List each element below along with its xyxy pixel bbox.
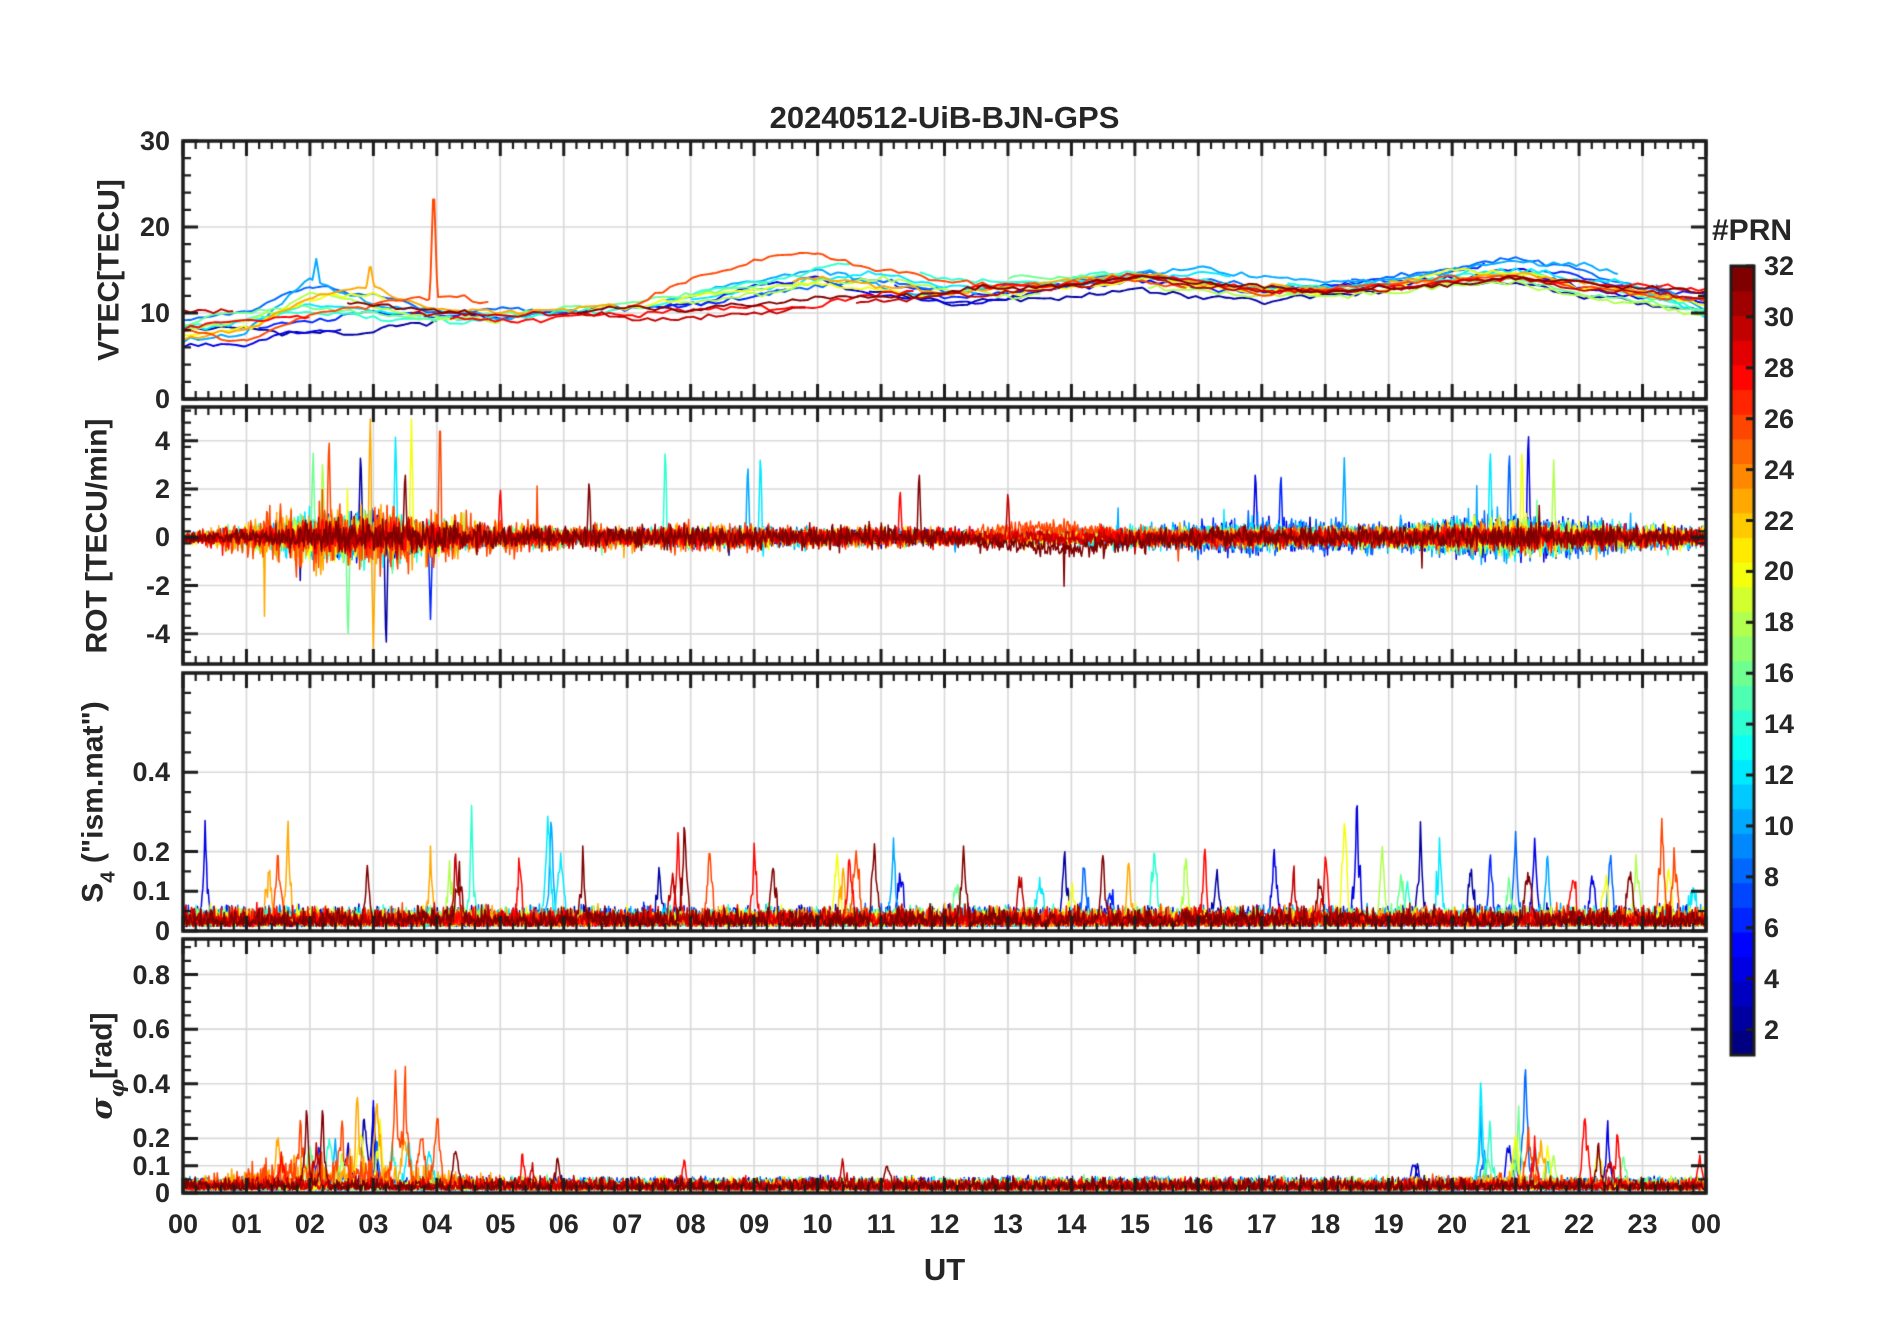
x-tick-label: 19 — [1373, 1209, 1404, 1239]
x-tick-label: 13 — [992, 1209, 1023, 1239]
x-tick-label: 06 — [548, 1209, 579, 1239]
x-tick-label: 23 — [1627, 1209, 1658, 1239]
colorbar-tick-label: 18 — [1764, 607, 1795, 638]
x-tick-label: 03 — [358, 1209, 389, 1239]
x-tick-label: 14 — [1056, 1209, 1087, 1239]
ylabel-text: σ — [84, 1097, 120, 1120]
x-tick-label: 04 — [421, 1209, 452, 1239]
y-tick-label: -2 — [145, 570, 170, 601]
colorbar-tick-label: 28 — [1764, 352, 1795, 383]
y-tick-label: 0.4 — [132, 757, 170, 788]
colorbar-tick-label: 8 — [1764, 861, 1780, 892]
y-tick-label: 0 — [154, 1178, 170, 1208]
colorbar-tick-label: 16 — [1764, 658, 1795, 689]
x-tick-label: 22 — [1564, 1209, 1595, 1239]
y-tick-label: 0.2 — [132, 1123, 170, 1154]
y-tick-label: 0.8 — [132, 959, 170, 990]
colorbar-tick-label: 10 — [1764, 810, 1795, 841]
colorbar-title: #PRN — [1712, 214, 1793, 247]
y-tick-label: 0.2 — [132, 836, 170, 867]
chart-title: 20240512-UiB-BJN-GPS — [769, 100, 1120, 135]
x-tick-label: 12 — [929, 1209, 960, 1239]
x-tick-label: 17 — [1246, 1209, 1277, 1239]
colorbar-tick-label: 20 — [1764, 556, 1795, 587]
x-tick-label: 11 — [866, 1209, 896, 1239]
colorbar-tick-label: 26 — [1764, 403, 1795, 434]
x-tick-label: 07 — [612, 1209, 643, 1239]
y-tick-label: 0.4 — [132, 1068, 170, 1099]
colorbar-tick-label: 22 — [1764, 505, 1795, 536]
x-tick-label: 08 — [675, 1209, 706, 1239]
x-tick-label: 16 — [1183, 1209, 1214, 1239]
y-tick-label: 10 — [139, 298, 170, 328]
xlabel-ut: UT — [923, 1252, 966, 1287]
colorbar-tick-label: 6 — [1764, 912, 1780, 943]
y-tick-label: 4 — [154, 425, 170, 456]
y-tick-label: 0 — [154, 384, 170, 414]
x-tick-label: 18 — [1310, 1209, 1341, 1239]
x-tick-label: 00 — [167, 1209, 199, 1239]
y-tick-label: 0.6 — [132, 1014, 170, 1045]
colorbar-tick-label: 2 — [1764, 1014, 1780, 1045]
x-tick-label: 09 — [739, 1209, 770, 1239]
colorbar-tick-label: 32 — [1764, 251, 1795, 281]
y-tick-label: 0.1 — [132, 876, 170, 907]
y-tick-label: 30 — [139, 126, 170, 156]
x-tick-label: 05 — [485, 1209, 516, 1239]
ylabel-text: VTEC[TECU] — [92, 179, 126, 361]
x-tick-label: 20 — [1437, 1209, 1468, 1239]
x-tick-label: 21 — [1500, 1209, 1531, 1239]
y-tick-label: 0.1 — [132, 1150, 170, 1181]
x-tick-label: 00 — [1690, 1209, 1722, 1239]
y-tick-label: -4 — [145, 618, 170, 649]
colorbar-tick-label: 14 — [1764, 709, 1795, 740]
colorbar-tick-label: 4 — [1764, 963, 1780, 994]
colorbar-tick-label: 12 — [1764, 760, 1795, 791]
x-tick-label: 10 — [802, 1209, 833, 1239]
x-tick-label: 02 — [294, 1209, 325, 1239]
colorbar-tick-label: 30 — [1764, 301, 1795, 332]
y-tick-label: 0 — [154, 522, 170, 553]
y-tick-label: 2 — [154, 474, 170, 505]
x-tick-label: 15 — [1119, 1209, 1150, 1239]
colorbar-tick-label: 24 — [1764, 454, 1795, 485]
ylabel-vtec: VTEC[TECU] — [93, 179, 132, 361]
ylabel-s4: S4 ("ism.mat") — [77, 701, 120, 903]
y-tick-label: 0 — [154, 916, 170, 946]
y-tick-label: 20 — [139, 212, 170, 242]
x-tick-label: 01 — [231, 1209, 262, 1239]
